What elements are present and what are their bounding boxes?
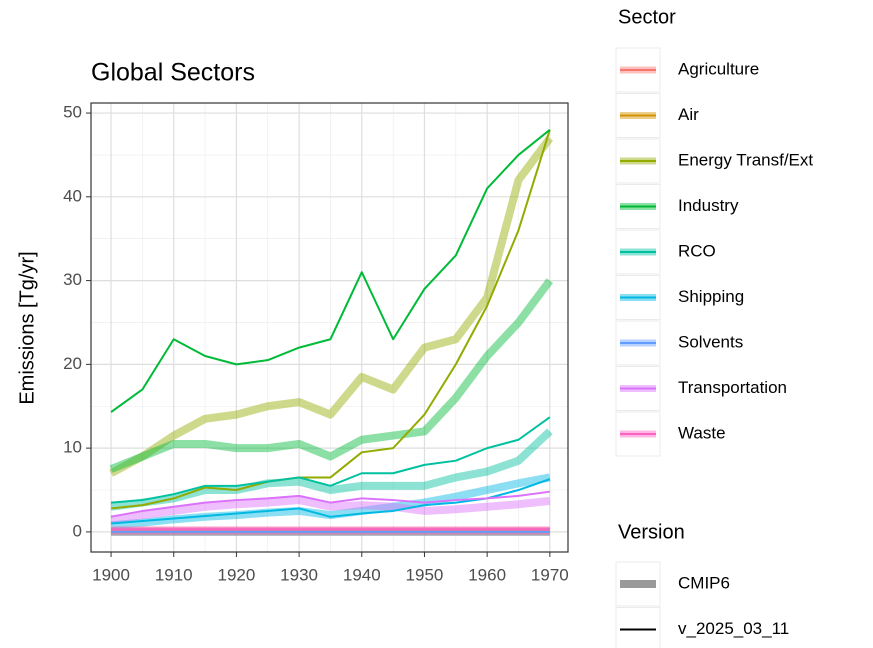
x-tick-label: 1930 — [280, 565, 318, 584]
legend-title: Version — [618, 521, 685, 543]
legend-label: Solvents — [678, 332, 743, 351]
y-tick-label: 10 — [63, 438, 82, 457]
x-tick-label: 1970 — [531, 565, 569, 584]
y-tick-label: 50 — [63, 103, 82, 122]
x-tick-label: 1920 — [218, 565, 256, 584]
line-v2025 — [110, 129, 551, 510]
line-v2025 — [110, 490, 550, 518]
legend-label: Transportation — [678, 378, 787, 397]
legend-title: Sector — [618, 6, 676, 28]
y-axis-label: Emissions [Tg/yr] — [16, 251, 38, 404]
legend-label: Air — [678, 105, 699, 124]
x-tick-label: 1940 — [343, 565, 381, 584]
legend-label: Industry — [678, 196, 739, 215]
legend-label: RCO — [678, 241, 716, 260]
legend-label: v_2025_03_11 — [678, 619, 789, 638]
line-cmip6 — [109, 278, 554, 473]
legend-label: Agriculture — [678, 59, 759, 78]
legend-key — [615, 607, 661, 648]
legend-label: Shipping — [678, 287, 744, 306]
legend-label: CMIP6 — [678, 573, 730, 592]
x-tick-label: 1960 — [468, 565, 506, 584]
legend-label: Waste — [678, 423, 726, 442]
panel-border — [90, 102, 569, 553]
line-cmip6 — [110, 496, 551, 524]
legend-label: Energy Transf/Ext — [678, 150, 813, 169]
chart-title: Global Sectors — [91, 59, 255, 87]
line-cmip6 — [109, 135, 554, 477]
y-tick-label: 40 — [63, 186, 82, 205]
x-tick-label: 1950 — [406, 565, 444, 584]
line-v2025 — [110, 129, 551, 413]
y-tick-label: 30 — [63, 270, 82, 289]
x-tick-label: 1900 — [92, 565, 130, 584]
y-tick-label: 0 — [73, 521, 82, 540]
x-tick-label: 1910 — [155, 565, 193, 584]
y-tick-label: 20 — [63, 354, 82, 373]
line-v2025 — [110, 416, 551, 504]
